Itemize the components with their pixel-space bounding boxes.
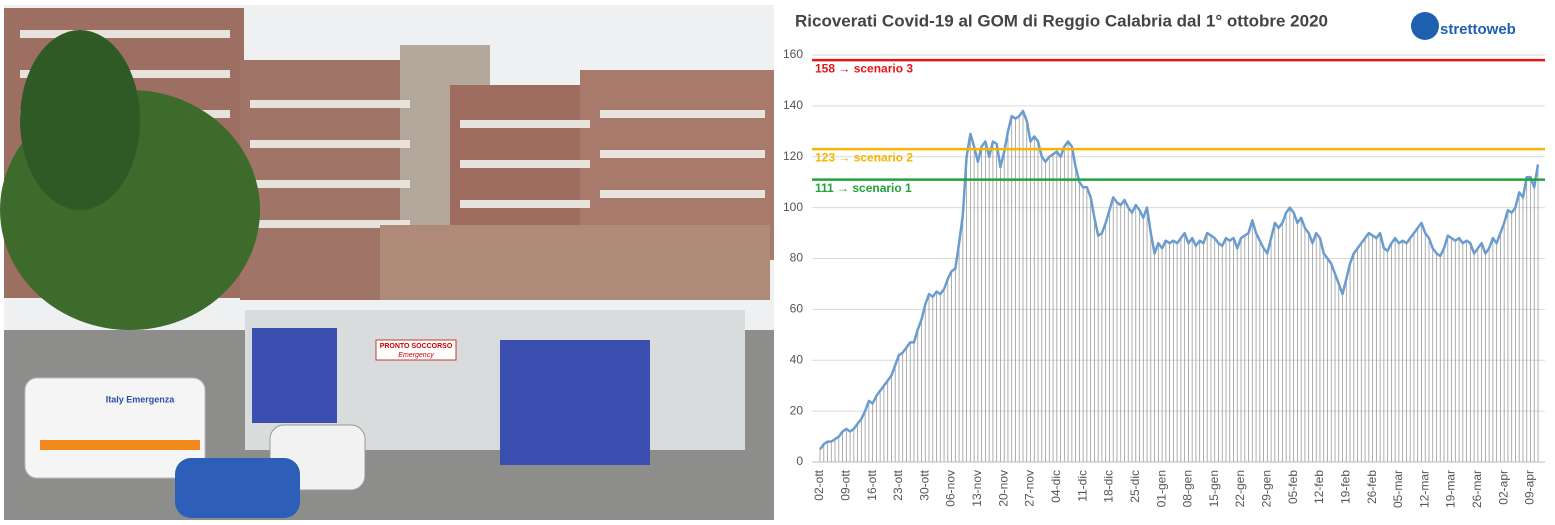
door bbox=[500, 340, 650, 465]
reference-label: 158 → scenario 3 bbox=[815, 61, 913, 75]
logo: strettoweb bbox=[1440, 21, 1516, 38]
x-tick-label: 26-mar bbox=[1470, 470, 1484, 508]
photo: PRONTO SOCCORSO Emergency Italy Emergenz… bbox=[0, 5, 774, 520]
logo-icon bbox=[1411, 12, 1439, 40]
y-tick-label: 140 bbox=[783, 98, 803, 112]
x-tick-label: 09-apr bbox=[1523, 470, 1537, 505]
x-tick-label: 02-apr bbox=[1496, 470, 1510, 505]
reference-label: 111 → scenario 1 bbox=[815, 181, 912, 195]
data-line bbox=[818, 109, 1540, 451]
chart-title: Ricoverati Covid-19 al GOM di Reggio Cal… bbox=[795, 11, 1328, 30]
ambulance-stripe bbox=[40, 440, 200, 450]
x-tick-label: 29-gen bbox=[1260, 470, 1274, 507]
y-tick-label: 60 bbox=[790, 302, 804, 316]
x-tick-label: 04-dic bbox=[1049, 470, 1063, 503]
y-tick-label: 80 bbox=[790, 251, 804, 265]
x-tick-label: 20-nov bbox=[996, 470, 1010, 507]
upper-block bbox=[380, 225, 770, 300]
x-tick-label: 25-dic bbox=[1128, 470, 1142, 503]
x-tick-label: 23-ott bbox=[891, 469, 905, 500]
x-tick-label: 06-nov bbox=[944, 470, 958, 507]
y-tick-label: 0 bbox=[796, 454, 803, 468]
x-tick-label: 26-feb bbox=[1365, 470, 1379, 504]
sign-text: PRONTO SOCCORSO bbox=[380, 343, 453, 350]
sign-board bbox=[375, 339, 457, 361]
x-tick-label: 30-ott bbox=[917, 469, 931, 500]
x-tick-label: 13-nov bbox=[970, 470, 984, 507]
x-tick-label: 18-dic bbox=[1102, 470, 1116, 503]
ambulance-text: Italy Emergenza bbox=[106, 394, 176, 404]
x-tick-label: 27-nov bbox=[1023, 470, 1037, 507]
y-tick-label: 40 bbox=[790, 352, 804, 366]
tree bbox=[20, 30, 140, 210]
x-tick-label: 12-mar bbox=[1417, 470, 1431, 508]
y-tick-label: 160 bbox=[783, 47, 803, 61]
x-tick-label: 01-gen bbox=[1154, 470, 1168, 507]
y-tick-label: 20 bbox=[790, 403, 804, 417]
x-tick-label: 15-gen bbox=[1207, 470, 1221, 507]
sign-text: Emergency bbox=[398, 352, 434, 359]
x-tick-label: 08-gen bbox=[1181, 470, 1195, 507]
x-tick-label: 19-feb bbox=[1338, 470, 1352, 504]
x-tick-label: 19-mar bbox=[1444, 470, 1458, 508]
reference-label: 123 → scenario 2 bbox=[815, 150, 913, 164]
x-tick-label: 11-dic bbox=[1075, 470, 1089, 502]
car bbox=[175, 458, 300, 518]
x-tick-label: 16-ott bbox=[865, 469, 879, 500]
x-tick-label: 09-ott bbox=[838, 469, 852, 500]
y-tick-label: 100 bbox=[783, 200, 803, 214]
plot: 0 20 40 60 80 100 120 140 160 02-ott 09-ott 16-ott 2… bbox=[783, 47, 1545, 508]
y-tick-label: 120 bbox=[783, 149, 803, 163]
x-tick-label: 22-gen bbox=[1233, 470, 1247, 507]
ambulance bbox=[24, 377, 206, 479]
door bbox=[252, 328, 337, 423]
x-tick-label: 12-feb bbox=[1312, 470, 1326, 504]
x-tick-label: 05-mar bbox=[1391, 470, 1405, 508]
x-tick-label: 02-ott bbox=[812, 469, 826, 500]
x-tick-label: 05-feb bbox=[1286, 470, 1300, 504]
